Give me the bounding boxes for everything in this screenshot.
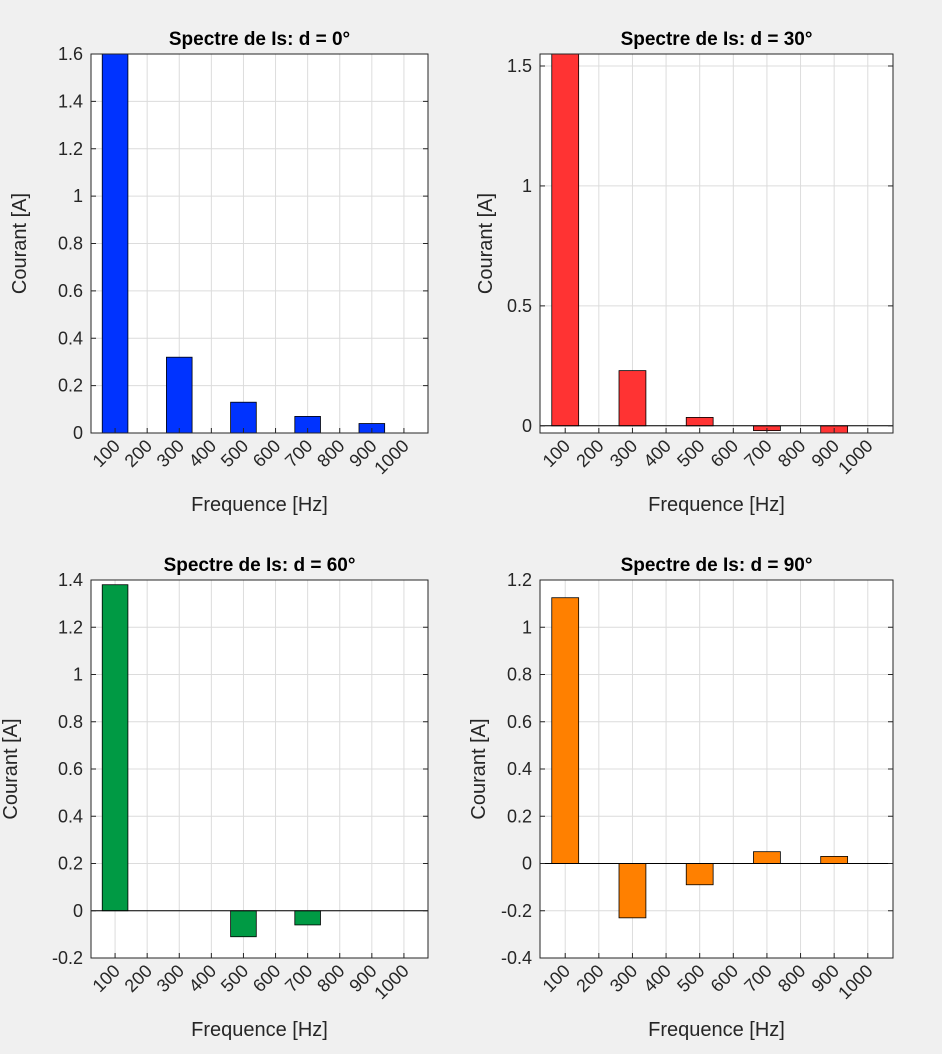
y-tick-label: 0.2 bbox=[507, 806, 532, 826]
x-tick-label: 600 bbox=[249, 436, 284, 471]
y-tick-label: 0.2 bbox=[58, 854, 83, 874]
x-tick-label: 500 bbox=[217, 961, 252, 996]
y-tick-label: 0.6 bbox=[58, 281, 83, 301]
chart-1: 0 0.2 0.4 0.6 0.8 1 1.2 1.4 1.6 10020030040050060… bbox=[9, 29, 429, 516]
bar-300 bbox=[166, 356, 193, 434]
y-tick-label: 1 bbox=[73, 665, 83, 685]
bar-300 bbox=[618, 370, 647, 427]
y-tick-label: 1.2 bbox=[58, 139, 83, 159]
y-tick-label: 0.4 bbox=[507, 759, 532, 779]
x-tick-label: 1000 bbox=[370, 961, 412, 1003]
y-tick-label: 1.4 bbox=[58, 91, 83, 111]
x-tick-label: 800 bbox=[313, 436, 348, 471]
x-axis-label: Frequence [Hz] bbox=[648, 494, 785, 516]
y-tick-label: 1.6 bbox=[58, 44, 83, 64]
x-tick-label: 600 bbox=[707, 961, 742, 996]
y-tick-label: 0 bbox=[522, 416, 532, 436]
bar-100 bbox=[551, 597, 580, 864]
y-axis-label: Courant [A] bbox=[9, 193, 31, 294]
chart-title: Spectre de Is: d = 0° bbox=[169, 29, 350, 50]
x-tick-label: 800 bbox=[313, 961, 348, 996]
y-tick-label: 1.5 bbox=[507, 56, 532, 76]
y-tick-label: 0.2 bbox=[58, 376, 83, 396]
y-axis-label: Courant [A] bbox=[468, 718, 490, 819]
y-tick-label: 1.2 bbox=[58, 617, 83, 637]
x-tick-label: 1000 bbox=[834, 961, 876, 1003]
y-axis-label: Courant [A] bbox=[475, 193, 497, 294]
chart-title: Spectre de Is: d = 90° bbox=[621, 555, 813, 576]
x-tick-label: 1000 bbox=[370, 436, 412, 478]
y-tick-label: 0.6 bbox=[507, 712, 532, 732]
y-tick-label: 0.4 bbox=[58, 328, 83, 348]
y-tick-label: -0.4 bbox=[501, 948, 532, 968]
x-tick-label: 700 bbox=[281, 961, 316, 996]
x-tick-label: 200 bbox=[572, 961, 607, 996]
y-tick-label: 1 bbox=[73, 186, 83, 206]
x-tick-label: 400 bbox=[185, 961, 220, 996]
y-tick-label: 0 bbox=[73, 423, 83, 443]
y-tick-label: 0.8 bbox=[507, 665, 532, 685]
x-tick-label: 200 bbox=[572, 436, 607, 471]
y-tick-label: 0.5 bbox=[507, 296, 532, 316]
y-tick-label: 0.8 bbox=[58, 234, 83, 254]
x-tick-label: 800 bbox=[774, 436, 809, 471]
y-tick-label: 0.4 bbox=[58, 806, 83, 826]
y-tick-label: 0 bbox=[522, 854, 532, 874]
chart-title: Spectre de Is: d = 30° bbox=[621, 29, 813, 50]
x-tick-label: 100 bbox=[539, 961, 574, 996]
x-tick-label: 100 bbox=[89, 961, 124, 996]
y-tick-label: -0.2 bbox=[52, 948, 83, 968]
y-tick-label: 1 bbox=[522, 617, 532, 637]
x-tick-label: 1000 bbox=[834, 436, 876, 478]
x-tick-label: 300 bbox=[606, 961, 641, 996]
x-tick-label: 600 bbox=[249, 961, 284, 996]
chart-title: Spectre de Is: d = 60° bbox=[164, 555, 356, 576]
y-tick-label: 0.6 bbox=[58, 759, 83, 779]
chart-4: -0.4 -0.2 0 0.2 0.4 0.6 0.8 1 1.2 100200300400500… bbox=[468, 555, 894, 1041]
x-tick-label: 700 bbox=[281, 436, 316, 471]
y-tick-label: 1.4 bbox=[58, 570, 83, 590]
x-tick-label: 700 bbox=[740, 436, 775, 471]
x-tick-label: 100 bbox=[89, 436, 124, 471]
bar-100 bbox=[101, 53, 129, 434]
x-tick-label: 300 bbox=[153, 961, 188, 996]
bar-100 bbox=[551, 53, 580, 427]
bar-500 bbox=[230, 910, 257, 938]
x-tick-label: 300 bbox=[153, 436, 188, 471]
x-tick-label: 400 bbox=[640, 961, 675, 996]
bar-700 bbox=[294, 910, 321, 926]
x-tick-label: 500 bbox=[217, 436, 252, 471]
x-axis-label: Frequence [Hz] bbox=[191, 494, 328, 516]
x-tick-label: 300 bbox=[606, 436, 641, 471]
x-tick-label: 700 bbox=[740, 961, 775, 996]
bar-300 bbox=[618, 863, 647, 919]
y-tick-label: 0.8 bbox=[58, 712, 83, 732]
x-tick-label: 500 bbox=[673, 436, 708, 471]
y-tick-label: 1.2 bbox=[507, 570, 532, 590]
chart-2: 00.511.51002003004005006007008009001000S… bbox=[475, 29, 894, 516]
axes-box bbox=[539, 53, 894, 434]
bar-500 bbox=[685, 417, 714, 427]
x-tick-label: 400 bbox=[185, 436, 220, 471]
x-tick-label: 600 bbox=[707, 436, 742, 471]
y-tick-label: 0 bbox=[73, 901, 83, 921]
x-tick-label: 200 bbox=[121, 436, 156, 471]
x-tick-label: 800 bbox=[774, 961, 809, 996]
bar-100 bbox=[101, 584, 129, 912]
x-tick-label: 200 bbox=[121, 961, 156, 996]
x-axis-label: Frequence [Hz] bbox=[648, 1019, 785, 1041]
bar-500 bbox=[685, 863, 714, 886]
y-tick-label: -0.2 bbox=[501, 901, 532, 921]
bar-900 bbox=[820, 856, 849, 864]
y-tick-label: 1 bbox=[522, 176, 532, 196]
x-tick-label: 500 bbox=[673, 961, 708, 996]
x-tick-label: 100 bbox=[539, 436, 574, 471]
y-axis-label: Courant [A] bbox=[0, 718, 22, 819]
plot-area bbox=[540, 54, 893, 433]
x-axis-label: Frequence [Hz] bbox=[191, 1019, 328, 1041]
chart-3: -0.2 0 0.2 0.4 0.6 0.8 1 1.2 1.4 1002003004005006… bbox=[0, 555, 429, 1041]
bar-700 bbox=[753, 851, 781, 864]
x-tick-label: 400 bbox=[640, 436, 675, 471]
